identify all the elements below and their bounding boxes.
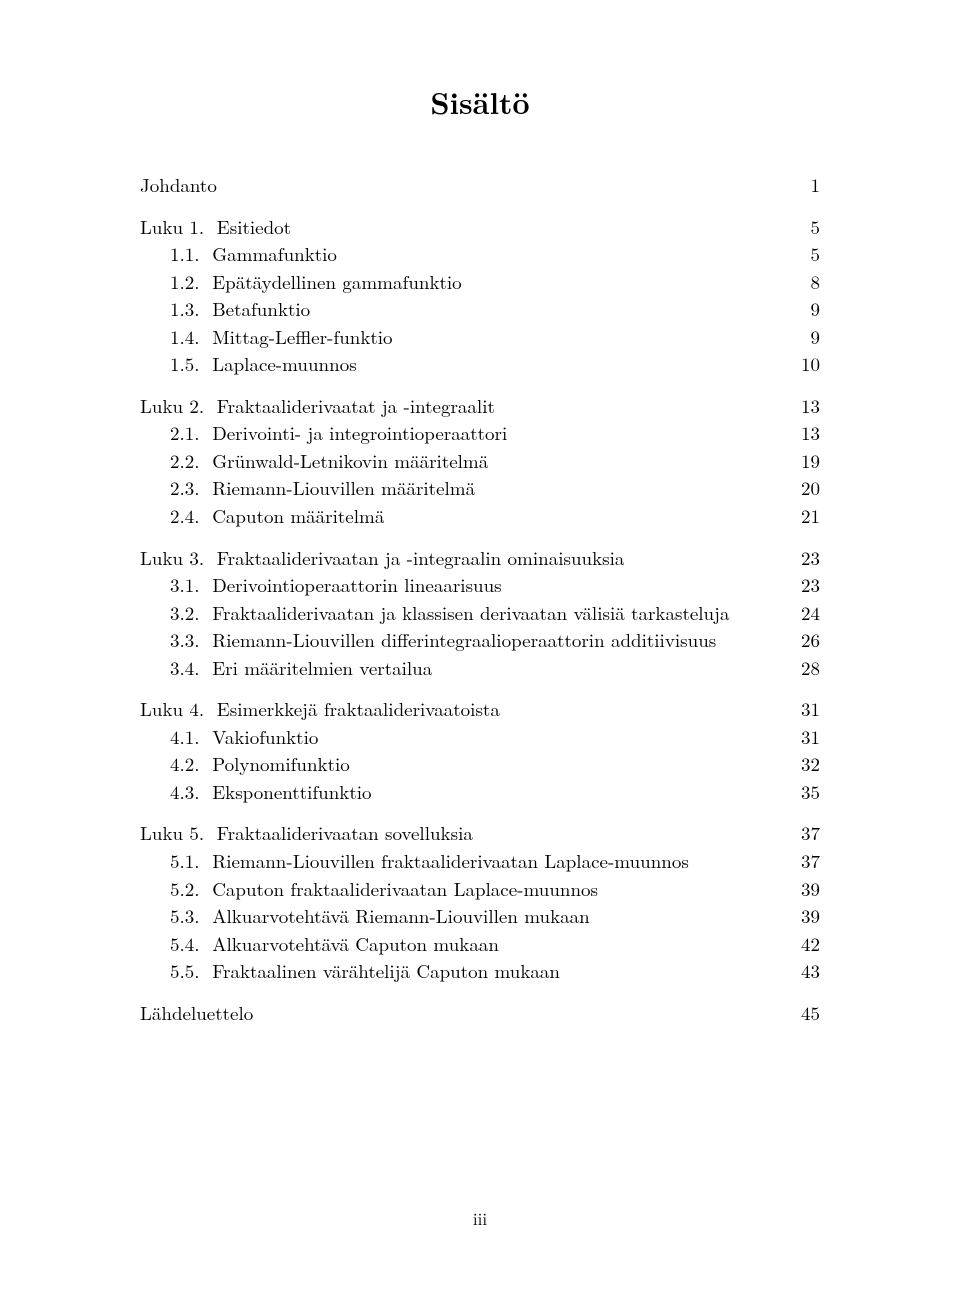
toc-entry-label: 5.1. Riemann-Liouvillen fraktaaliderivaa… <box>170 847 689 875</box>
toc-entry-page: 24 <box>790 599 820 627</box>
toc-entry-label: 5.5. Fraktaalinen värähtelijä Caputon mu… <box>170 957 560 985</box>
toc-entry-label: 5.2. Caputon fraktaaliderivaatan Laplace… <box>170 875 598 903</box>
toc-entry-page: 10 <box>790 350 820 378</box>
toc-entry-page: 8 <box>790 268 820 296</box>
toc-entry-page: 37 <box>790 847 820 875</box>
toc-section: 1.3. Betafunktio 9 <box>140 295 820 323</box>
toc-entry-label: 5.4. Alkuarvotehtävä Caputon mukaan <box>170 930 499 958</box>
toc-entry-page: 13 <box>790 392 820 420</box>
toc-entry-page: 26 <box>790 626 820 654</box>
toc-title: Sisältö <box>140 80 820 123</box>
toc-entry-label: 2.4. Caputon määritelmä <box>170 502 384 530</box>
toc-entry-label: 3.2. Fraktaaliderivaatan ja klassisen de… <box>170 599 729 627</box>
toc-entry-page: 21 <box>790 502 820 530</box>
toc-entry-label: Luku 1. Esitiedot <box>140 213 291 241</box>
toc-entry-page: 37 <box>790 819 820 847</box>
toc-section: 2.3. Riemann-Liouvillen määritelmä 20 <box>140 474 820 502</box>
toc-section: 3.1. Derivointioperaattorin lineaarisuus… <box>140 571 820 599</box>
toc-entry-page: 42 <box>790 930 820 958</box>
toc-entry-label: 3.1. Derivointioperaattorin lineaarisuus <box>170 571 502 599</box>
toc-entry-page: 32 <box>790 750 820 778</box>
toc-entry-page: 31 <box>790 723 820 751</box>
toc-section: 1.1. Gammafunktio 5 <box>140 240 820 268</box>
toc-chapter: Luku 1. Esitiedot 5 <box>140 213 820 241</box>
page-number: iii <box>0 1206 960 1230</box>
toc-entry-label: Luku 3. Fraktaaliderivaatan ja -integraa… <box>140 544 624 572</box>
toc-entry-label: Luku 4. Esimerkkejä fraktaaliderivaatois… <box>140 695 500 723</box>
toc-entry-label: 2.1. Derivointi- ja integrointioperaatto… <box>170 419 507 447</box>
toc-entry-label: 4.3. Eksponenttifunktio <box>170 778 372 806</box>
toc-section: 2.2. Grünwald-Letnikovin määritelmä 19 <box>140 447 820 475</box>
toc-entry-label: Lähdeluettelo <box>140 999 253 1027</box>
toc-section: 3.3. Riemann-Liouvillen differintegraali… <box>140 626 820 654</box>
toc-chapter: Luku 5. Fraktaaliderivaatan sovelluksia 3… <box>140 819 820 847</box>
toc-entry-page: 28 <box>790 654 820 682</box>
toc-chapter: Luku 4. Esimerkkejä fraktaaliderivaatois… <box>140 695 820 723</box>
toc-entry-page: 43 <box>790 957 820 985</box>
toc-entry-label: 2.2. Grünwald-Letnikovin määritelmä <box>170 447 488 475</box>
toc-entry-label: 1.4. Mittag-Leffler-funktio <box>170 323 393 351</box>
toc-entry-label: 1.1. Gammafunktio <box>170 240 337 268</box>
toc-entry-page: 9 <box>790 295 820 323</box>
toc-entry-label: 3.3. Riemann-Liouvillen differintegraali… <box>170 626 716 654</box>
toc-chapter: Johdanto 1 <box>140 171 820 199</box>
toc-section: 4.1. Vakiofunktio 31 <box>140 723 820 751</box>
toc-container: Johdanto1Luku 1. Esitiedot51.1. Gammafun… <box>140 171 820 1026</box>
toc-entry-label: 1.5. Laplace-muunnos <box>170 350 357 378</box>
toc-section: 5.3. Alkuarvotehtävä Riemann-Liouvillen … <box>140 902 820 930</box>
toc-entry-page: 5 <box>790 213 820 241</box>
toc-section: 2.1. Derivointi- ja integrointioperaatto… <box>140 419 820 447</box>
toc-entry-page: 23 <box>790 571 820 599</box>
toc-entry-label: 1.3. Betafunktio <box>170 295 310 323</box>
toc-section: 5.2. Caputon fraktaaliderivaatan Laplace… <box>140 875 820 903</box>
toc-section: 4.2. Polynomifunktio 32 <box>140 750 820 778</box>
toc-section: 3.2. Fraktaaliderivaatan ja klassisen de… <box>140 599 820 627</box>
toc-section: 1.4. Mittag-Leffler-funktio 9 <box>140 323 820 351</box>
toc-section: 5.4. Alkuarvotehtävä Caputon mukaan 42 <box>140 930 820 958</box>
toc-section: 5.5. Fraktaalinen värähtelijä Caputon mu… <box>140 957 820 985</box>
toc-entry-page: 35 <box>790 778 820 806</box>
toc-entry-page: 39 <box>790 902 820 930</box>
toc-entry-page: 19 <box>790 447 820 475</box>
toc-section: 4.3. Eksponenttifunktio 35 <box>140 778 820 806</box>
toc-section: 1.5. Laplace-muunnos 10 <box>140 350 820 378</box>
toc-chapter: Luku 2. Fraktaaliderivaatat ja -integraa… <box>140 392 820 420</box>
toc-chapter: Luku 3. Fraktaaliderivaatan ja -integraa… <box>140 544 820 572</box>
toc-entry-page: 9 <box>790 323 820 351</box>
toc-entry-page: 13 <box>790 419 820 447</box>
page: Sisältö Johdanto1Luku 1. Esitiedot51.1. … <box>0 0 960 1300</box>
toc-entry-label: 4.2. Polynomifunktio <box>170 750 350 778</box>
toc-section: 1.2. Epätäydellinen gammafunktio 8 <box>140 268 820 296</box>
toc-entry-page: 5 <box>790 240 820 268</box>
toc-entry-page: 1 <box>790 171 820 199</box>
toc-section: 3.4. Eri määritelmien vertailua 28 <box>140 654 820 682</box>
toc-entry-page: 23 <box>790 544 820 572</box>
toc-section: 5.1. Riemann-Liouvillen fraktaaliderivaa… <box>140 847 820 875</box>
toc-entry-page: 20 <box>790 474 820 502</box>
toc-entry-label: Johdanto <box>140 171 217 199</box>
toc-entry-label: 2.3. Riemann-Liouvillen määritelmä <box>170 474 475 502</box>
toc-entry-page: 31 <box>790 695 820 723</box>
toc-section: 2.4. Caputon määritelmä 21 <box>140 502 820 530</box>
toc-entry-page: 39 <box>790 875 820 903</box>
toc-entry-label: 1.2. Epätäydellinen gammafunktio <box>170 268 462 296</box>
toc-entry-label: Luku 5. Fraktaaliderivaatan sovelluksia <box>140 819 473 847</box>
toc-entry-label: 3.4. Eri määritelmien vertailua <box>170 654 432 682</box>
toc-entry-label: 4.1. Vakiofunktio <box>170 723 318 751</box>
toc-entry-page: 45 <box>790 999 820 1027</box>
toc-chapter: Lähdeluettelo 45 <box>140 999 820 1027</box>
toc-entry-label: Luku 2. Fraktaaliderivaatat ja -integraa… <box>140 392 495 420</box>
toc-entry-label: 5.3. Alkuarvotehtävä Riemann-Liouvillen … <box>170 902 590 930</box>
